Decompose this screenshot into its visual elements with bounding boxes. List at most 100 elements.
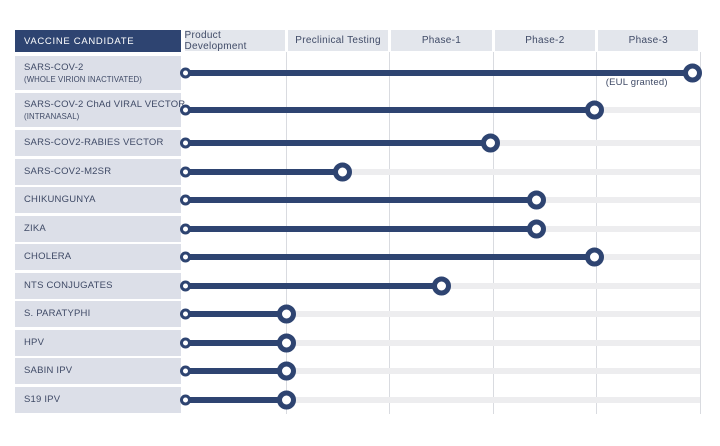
gantt-row-hpv: HPV [15, 329, 705, 356]
gantt-row-sabin-ipv: SABIN IPV [15, 358, 705, 384]
gantt-row-sars-cov-2: SARS-COV-2 (WHOLE VIRION INACTIVATED) (E… [15, 56, 705, 90]
bar-start-dot [180, 223, 191, 234]
gantt-bar [183, 396, 287, 403]
gantt-row-s-paratyphi: S. PARATYPHI [15, 301, 705, 327]
bar-end-dot [527, 190, 547, 210]
gantt-row-sars-cov2-m2sr: SARS-COV2-M2SR [15, 158, 705, 185]
row-label-cell: SABIN IPV [15, 358, 181, 384]
bar-start-dot [180, 365, 191, 377]
bar-track [183, 311, 700, 317]
bar-end-dot [332, 162, 352, 181]
gantt-bar [183, 311, 287, 317]
gantt-bar [183, 168, 343, 175]
row-label-cell: CHOLERA [15, 244, 181, 270]
bar-start-dot [180, 104, 191, 116]
row-label-cell: SARS-COV-2 (WHOLE VIRION INACTIVATED) [15, 56, 181, 90]
gantt-row-zika: ZIKA [15, 215, 705, 242]
row-label: S. PARATYPHI [24, 308, 91, 320]
eul-annotation: (EUL granted) [605, 77, 668, 88]
bar-end-dot [585, 100, 605, 120]
bar-start-dot [180, 308, 191, 320]
row-label-cell: SARS-COV2-M2SR [15, 158, 181, 185]
bar-end-dot [480, 133, 500, 153]
row-label: CHOLERA [24, 251, 72, 263]
row-label: SARS-COV2-M2SR [24, 165, 112, 177]
row-label: SARS-COV2-RABIES VECTOR [24, 137, 164, 149]
row-sublabel: (INTRANASAL) [24, 111, 80, 121]
row-label: CHIKUNGUNYA [24, 194, 96, 206]
row-chart-area [180, 330, 705, 356]
row-chart-area [180, 358, 705, 384]
bar-track [183, 168, 700, 175]
row-chart-area [180, 244, 705, 270]
bar-track [183, 396, 700, 403]
gantt-row-s19-ipv: S19 IPV [15, 386, 705, 413]
row-label-cell: SARS-COV-2 ChAd VIRAL VECTOR (INTRANASAL… [15, 93, 186, 127]
gantt-bar [183, 368, 287, 374]
row-label-cell: CHIKUNGUNYA [15, 187, 181, 213]
gantt-row-sars-cov-2-chad-viral-vector: SARS-COV-2 ChAd VIRAL VECTOR (INTRANASAL… [15, 93, 705, 127]
row-label: HPV [24, 336, 45, 348]
column-header-phase-3: Phase-3 [598, 30, 699, 51]
row-chart-area [180, 187, 705, 213]
column-header-product-development: Product Development [184, 30, 285, 52]
row-label: ZIKA [24, 222, 46, 234]
bar-start-dot [180, 166, 191, 177]
row-chart-area [180, 273, 705, 299]
column-header-preclinical-testing: Preclinical Testing [287, 30, 389, 51]
gantt-bar [183, 282, 442, 289]
row-sublabel: (WHOLE VIRION INACTIVATED) [24, 74, 142, 84]
row-label: SARS-COV-2 [24, 62, 84, 74]
row-label: SARS-COV-2 ChAd VIRAL VECTOR [24, 99, 186, 111]
row-label-cell: ZIKA [15, 215, 181, 242]
bar-start-dot [180, 137, 191, 149]
row-label-cell: S. PARATYPHI [15, 301, 181, 327]
bar-start-dot [180, 251, 191, 263]
bar-track [183, 339, 700, 346]
bar-end-dot [276, 333, 296, 352]
bar-start-dot [180, 280, 191, 291]
row-chart-area [180, 301, 705, 327]
gantt-bar [183, 339, 287, 346]
bar-track [183, 368, 700, 374]
row-chart-area [180, 93, 705, 127]
vaccine-candidate-header: VACCINE CANDIDATE [15, 30, 181, 52]
row-label-cell: S19 IPV [15, 386, 181, 413]
row-label: S19 IPV [24, 393, 61, 405]
row-chart-area [180, 159, 705, 185]
column-headers: Product Development Preclinical Testing Ph… [183, 30, 700, 52]
gantt-row-chikungunya: CHIKUNGUNYA [15, 187, 705, 213]
row-label-cell: SARS-COV2-RABIES VECTOR [15, 130, 181, 156]
row-chart-area [180, 130, 705, 156]
bar-end-dot [276, 390, 296, 409]
bar-start-dot [180, 67, 191, 79]
bar-end-dot [276, 361, 296, 381]
row-label: NTS CONJUGATES [24, 279, 113, 291]
gantt-bar [183, 225, 537, 232]
bar-end-dot [683, 63, 703, 83]
gantt-bar [183, 140, 491, 146]
bar-end-dot [276, 304, 296, 324]
gantt-row-nts-conjugates: NTS CONJUGATES [15, 272, 705, 299]
column-header-phase-1: Phase-1 [391, 30, 492, 51]
row-chart-area [180, 387, 705, 413]
gantt-bar [183, 197, 537, 203]
row-chart-area: (EUL granted) [180, 56, 705, 90]
row-label-cell: HPV [15, 329, 181, 356]
gantt-bar [183, 107, 595, 113]
gantt-rows: SARS-COV-2 (WHOLE VIRION INACTIVATED) (E… [15, 56, 705, 413]
bar-end-dot [432, 276, 451, 295]
bar-start-dot [180, 394, 191, 405]
bar-start-dot [180, 337, 191, 348]
bar-start-dot [180, 194, 191, 206]
gantt-bar [183, 70, 693, 76]
row-chart-area [180, 216, 705, 242]
bar-end-dot [585, 247, 605, 267]
gantt-row-sars-cov2-rabies-vector: SARS-COV2-RABIES VECTOR [15, 130, 705, 156]
gantt-bar [183, 254, 595, 260]
bar-end-dot [527, 219, 547, 238]
column-header-phase-2: Phase-2 [494, 30, 596, 51]
row-label-cell: NTS CONJUGATES [15, 272, 181, 299]
row-label: SABIN IPV [24, 365, 73, 377]
